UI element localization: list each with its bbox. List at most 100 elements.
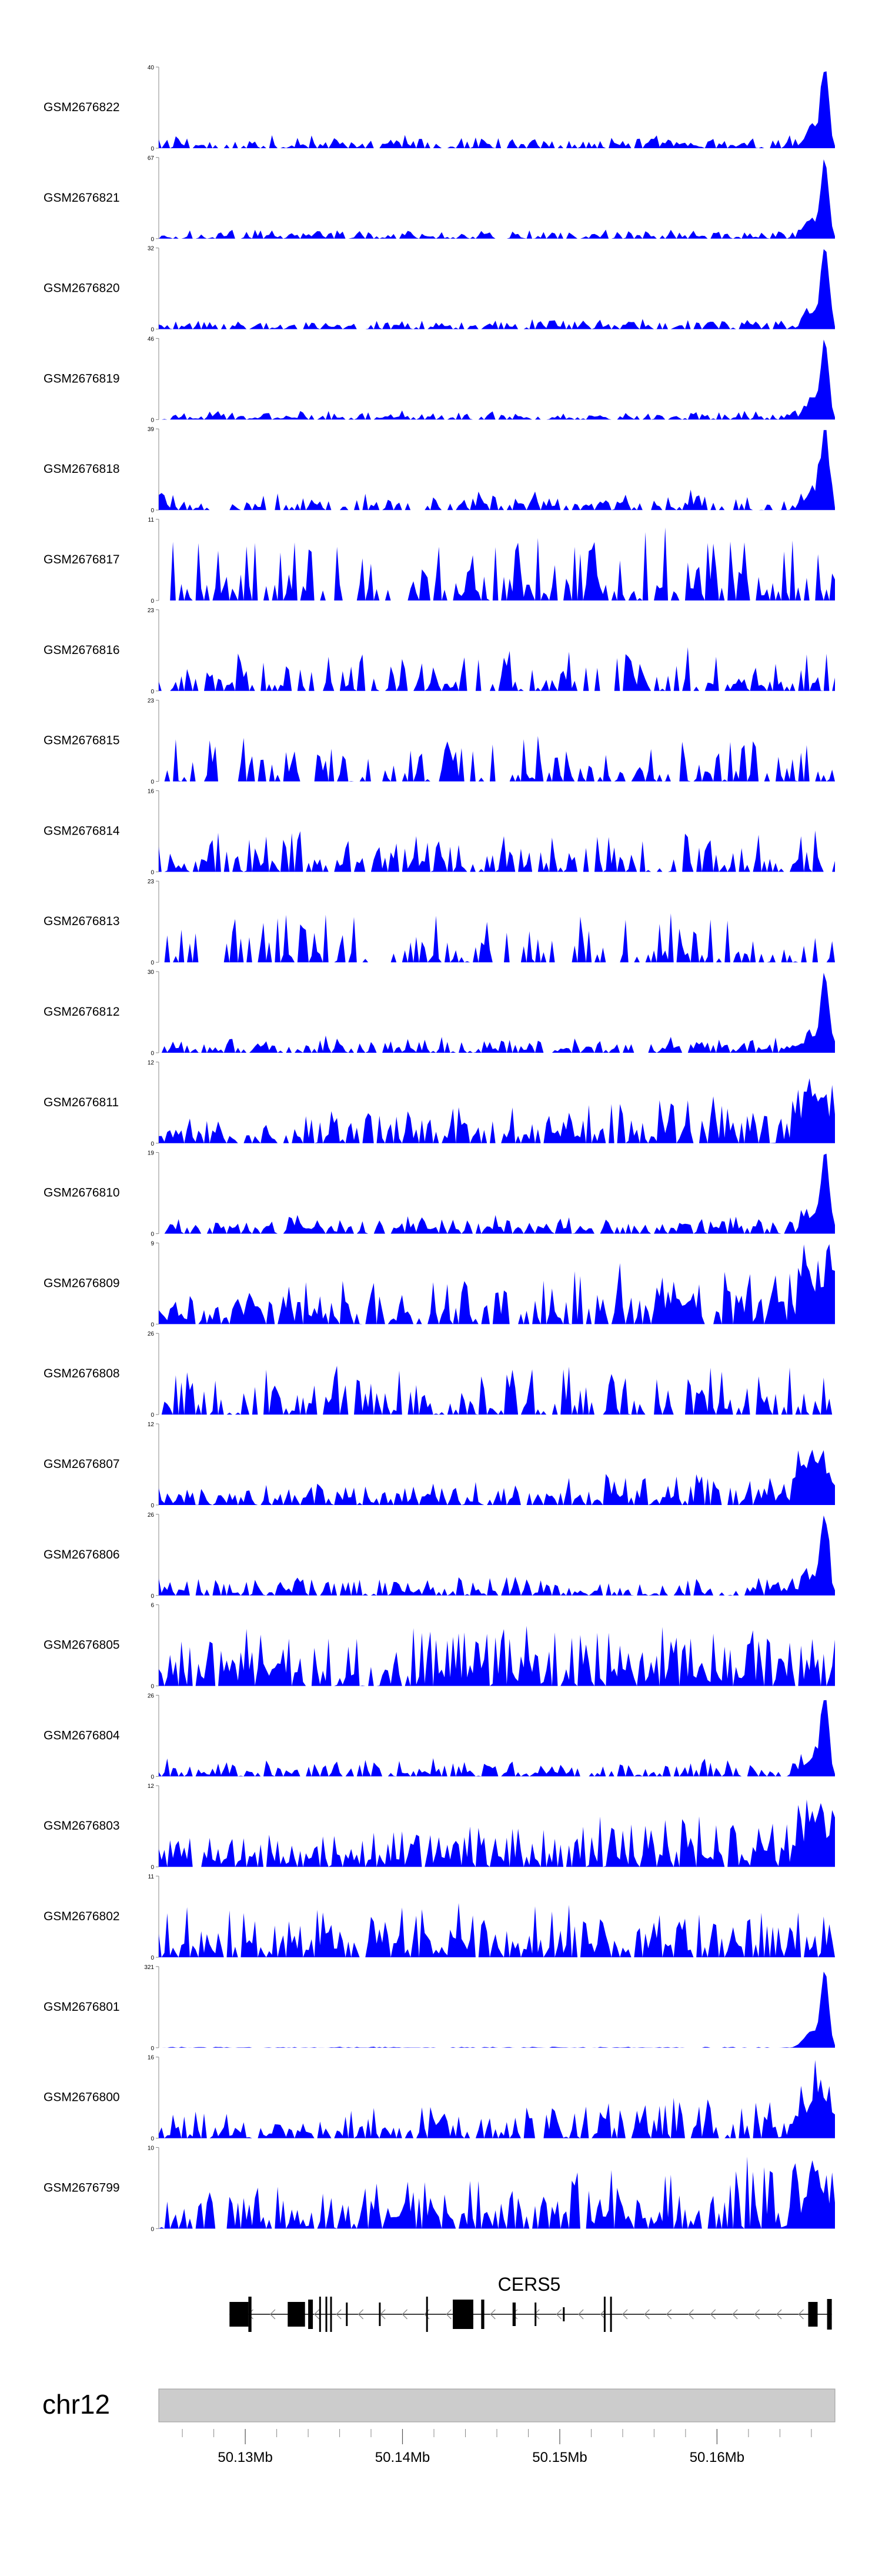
track-label: GSM2676800 (44, 2091, 120, 2104)
coverage-area (159, 1971, 835, 2048)
exon (827, 2299, 832, 2330)
coverage-area (159, 1153, 835, 1234)
strand-arrow (754, 2309, 760, 2320)
exon (563, 2307, 565, 2321)
track-GSM2676817: GSM2676817 11 0 (44, 517, 835, 605)
y-zero-label: 0 (151, 327, 154, 333)
exon (426, 2297, 428, 2332)
track-label: GSM2676820 (44, 282, 120, 295)
y-max-label: 11 (148, 1874, 155, 1880)
axis-ticks: 50.13Mb 50.14Mb 50.15Mb 50.16Mb (182, 2429, 812, 2465)
coverage-area (159, 430, 835, 510)
chromosome-bar (158, 2388, 836, 2422)
y-zero-label: 0 (151, 1593, 154, 1600)
exon (229, 2302, 249, 2327)
y-max-label: 23 (148, 608, 155, 614)
coverage-area (159, 2156, 835, 2229)
track-label: GSM2676802 (44, 1910, 120, 1923)
y-zero-label: 0 (151, 417, 154, 423)
strand-arrow (710, 2309, 716, 2320)
strand-arrow (622, 2309, 628, 2320)
y-zero-label: 0 (151, 1684, 154, 1690)
strand-arrow (798, 2309, 804, 2320)
strand-arrow (269, 2309, 276, 2320)
track-GSM2676820: GSM2676820 32 0 (44, 246, 835, 333)
exon (512, 2303, 516, 2326)
track-label: GSM2676809 (44, 1276, 120, 1290)
y-zero-label: 0 (151, 1503, 154, 1509)
track-label: GSM2676810 (44, 1186, 120, 1200)
track-GSM2676801: GSM2676801 321 0 (44, 1964, 835, 2052)
exon (453, 2300, 473, 2329)
track-label: GSM2676811 (44, 1096, 119, 1109)
track-GSM2676814: GSM2676814 16 0 (44, 788, 835, 876)
coverage-area (159, 1078, 835, 1143)
y-zero-label: 0 (151, 598, 154, 605)
track-label: GSM2676822 (44, 101, 120, 114)
y-max-label: 46 (148, 336, 155, 342)
coverage-area (159, 339, 835, 420)
coverage-area (159, 527, 835, 600)
exon (325, 2297, 328, 2332)
track-GSM2676821: GSM2676821 67 0 (44, 155, 835, 243)
coverage-area (159, 1449, 835, 1505)
track-GSM2676818: GSM2676818 39 0 (44, 426, 835, 514)
y-zero-label: 0 (151, 1322, 154, 1328)
y-max-label: 26 (148, 1512, 155, 1519)
strand-arrow (534, 2309, 540, 2320)
y-zero-label: 0 (151, 1864, 154, 1871)
track-GSM2676808: GSM2676808 26 0 (44, 1331, 835, 1419)
y-max-label: 67 (148, 155, 155, 162)
coverage-area (159, 1903, 835, 1957)
y-zero-label: 0 (151, 236, 154, 243)
track-label: GSM2676801 (44, 2000, 120, 2014)
track-GSM2676802: GSM2676802 11 0 (44, 1874, 835, 1961)
y-zero-label: 0 (151, 689, 154, 695)
exon (603, 2297, 606, 2332)
exon (534, 2303, 537, 2326)
track-GSM2676812: GSM2676812 30 0 (44, 969, 835, 1057)
coverage-area (159, 913, 835, 963)
track-label: GSM2676804 (44, 1729, 120, 1742)
coverage-area (159, 159, 835, 239)
y-max-label: 10 (148, 2145, 155, 2151)
coverage-tracks: GSM2676822400GSM2676821670GSM2676820320G… (44, 65, 835, 2233)
chromosome-label: chr12 (42, 2389, 110, 2420)
track-label: GSM2676799 (44, 2181, 120, 2194)
strand-arrow (578, 2309, 584, 2320)
axis-tick-label: 50.15Mb (532, 2450, 587, 2465)
strand-arrow (688, 2309, 694, 2320)
track-GSM2676800: GSM2676800 16 0 (44, 2055, 835, 2143)
track-label: GSM2676812 (44, 1005, 120, 1019)
y-zero-label: 0 (151, 2136, 154, 2143)
track-GSM2676813: GSM2676813 23 0 (44, 879, 835, 966)
y-zero-label: 0 (151, 1412, 154, 1419)
coverage-area (159, 973, 835, 1053)
strand-arrow (776, 2309, 782, 2320)
axis-tick-label: 50.16Mb (690, 2450, 744, 2465)
coverage-area (159, 1366, 835, 1415)
y-zero-label: 0 (151, 146, 154, 152)
track-label: GSM2676818 (44, 462, 120, 476)
coverage-area (159, 647, 835, 691)
exon (610, 2297, 612, 2332)
coverage-area (159, 1626, 835, 1686)
coverage-area (159, 736, 835, 782)
strand-arrow (666, 2309, 672, 2320)
gene-name-label: CERS5 (498, 2274, 561, 2295)
strand-arrow (446, 2309, 452, 2320)
y-max-label: 23 (148, 698, 155, 705)
strand-arrow (336, 2309, 342, 2320)
exon (379, 2303, 381, 2326)
track-GSM2676805: GSM2676805 6 0 (44, 1603, 835, 1690)
strand-arrow (490, 2309, 496, 2320)
track-GSM2676819: GSM2676819 46 0 (44, 336, 835, 423)
y-max-label: 12 (148, 1060, 155, 1066)
y-max-label: 23 (148, 879, 155, 885)
y-max-label: 9 (151, 1240, 154, 1247)
axis-tick-label: 50.13Mb (218, 2450, 272, 2465)
y-zero-label: 0 (151, 2226, 154, 2233)
y-zero-label: 0 (151, 1232, 154, 1238)
track-label: GSM2676805 (44, 1639, 120, 1652)
